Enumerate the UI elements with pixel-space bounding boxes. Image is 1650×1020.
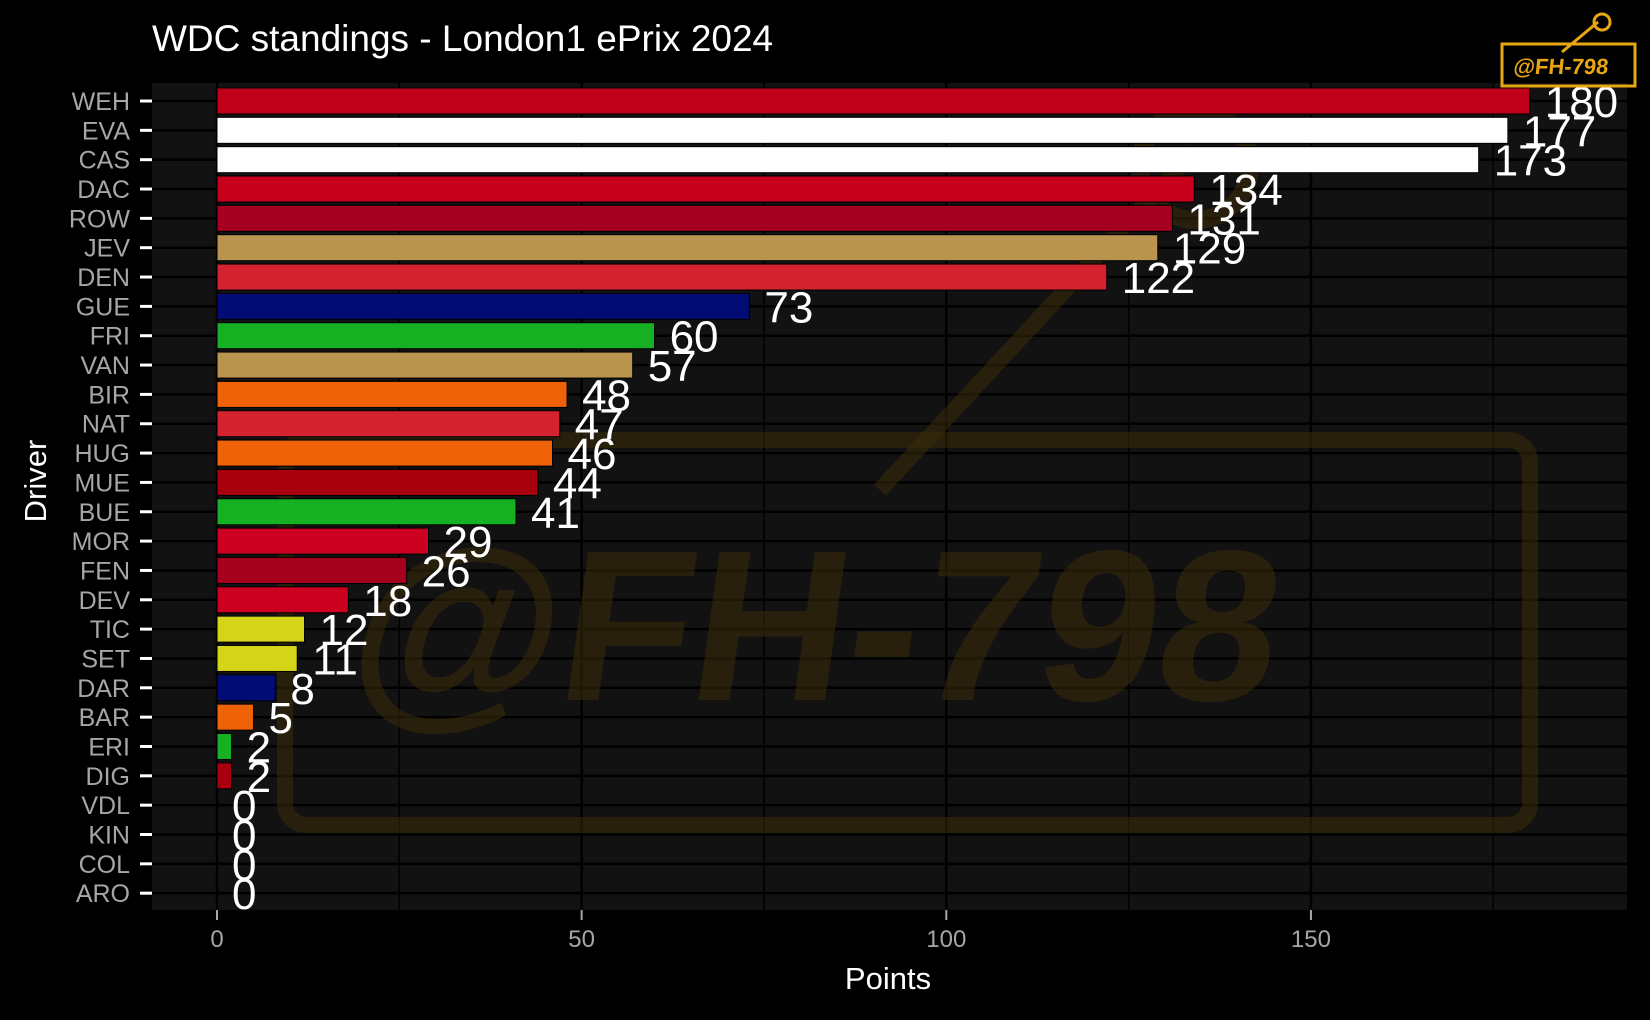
value-label-dar: 8	[290, 665, 314, 714]
value-label-den: 122	[1122, 254, 1195, 303]
x-tick-label: 50	[568, 926, 595, 953]
logo-text: @FH-798	[1512, 54, 1609, 79]
y-tick-label-bir: BIR	[88, 381, 130, 409]
bar-set	[216, 644, 298, 672]
y-tick-label-aro: ARO	[76, 880, 130, 908]
y-tick-label-dar: DAR	[77, 675, 130, 703]
value-label-mor: 29	[443, 518, 492, 567]
y-tick-label-bue: BUE	[79, 499, 130, 527]
bar-jev	[216, 234, 1159, 262]
value-label-dig: 2	[247, 753, 271, 802]
y-tick-label-jev: JEV	[84, 235, 130, 263]
y-tick-label-fen: FEN	[80, 557, 130, 585]
x-tick-label: 100	[926, 926, 966, 953]
x-tick-label: 150	[1291, 926, 1331, 953]
y-tick-label-vdl: VDL	[81, 792, 130, 820]
y-tick-label-tic: TIC	[90, 616, 130, 644]
bar-dev	[216, 586, 349, 614]
y-axis-title: Driver	[18, 440, 53, 523]
value-labels: 1801771731341311291227360574847464441292…	[232, 78, 1618, 919]
value-label-fri: 60	[670, 313, 719, 362]
value-label-jev: 129	[1173, 225, 1246, 274]
bar-fri	[216, 322, 656, 350]
bar-weh	[216, 87, 1531, 115]
y-tick-label-row: ROW	[69, 205, 131, 233]
logo-frame	[1500, 42, 1637, 88]
bar-dig	[216, 762, 233, 790]
value-label-eri: 2	[247, 723, 271, 772]
value-label-row: 131	[1187, 195, 1260, 244]
bar-den	[216, 263, 1108, 291]
y-tick-label-weh: WEH	[72, 88, 130, 116]
value-label-hug: 46	[567, 430, 616, 479]
logo-stroke	[1561, 20, 1599, 54]
y-tick-label-set: SET	[81, 645, 130, 673]
y-tick-label-dac: DAC	[77, 176, 130, 204]
y-tick-label-den: DEN	[77, 264, 130, 292]
watermark-text: @FH-798	[337, 505, 1297, 746]
value-label-set: 11	[312, 635, 358, 684]
bar-mor	[216, 527, 429, 555]
bar-cas	[216, 146, 1480, 174]
value-label-aro: 0	[232, 870, 256, 919]
y-tick-label-dig: DIG	[86, 763, 130, 791]
value-label-dev: 18	[363, 577, 412, 626]
y-tick-label-col: COL	[79, 851, 131, 879]
x-tick-label: 0	[210, 926, 223, 953]
logo-ring	[1592, 12, 1612, 32]
y-tick-label-eva: EVA	[82, 117, 130, 145]
chart-title: WDC standings - London1 ePrix 2024	[152, 18, 773, 59]
bar-bue	[216, 498, 517, 526]
x-axis-title: Points	[845, 961, 931, 996]
y-tick-label-kin: KIN	[88, 822, 130, 850]
value-label-eva: 177	[1523, 107, 1596, 156]
bar-bir	[216, 380, 568, 408]
y-tick-label-mor: MOR	[72, 528, 130, 556]
x-axis: 0 50 100 150	[210, 910, 1331, 953]
y-tick-label-nat: NAT	[82, 411, 130, 439]
value-label-fen: 26	[422, 547, 471, 596]
value-label-gue: 73	[764, 283, 813, 332]
value-label-dac: 134	[1209, 166, 1282, 215]
value-label-bir: 48	[582, 371, 631, 420]
bars	[216, 87, 1531, 790]
y-tick-label-dev: DEV	[79, 587, 131, 615]
value-label-cas: 173	[1494, 137, 1567, 186]
y-axis: WEHEVACASDACROWJEVDENGUEFRIVANBIRNATHUGM…	[69, 88, 152, 908]
value-label-vdl: 0	[232, 782, 256, 831]
y-tick-label-gue: GUE	[76, 293, 130, 321]
y-tick-label-van: VAN	[80, 352, 130, 380]
value-label-col: 0	[232, 841, 256, 890]
watermark-logo: @FH-798	[1500, 12, 1637, 88]
bar-mue	[216, 468, 539, 496]
bar-hug	[216, 439, 553, 467]
bar-dar	[216, 674, 276, 702]
y-tick-label-cas: CAS	[79, 147, 130, 175]
watermark-background: @FH-798	[277, 101, 1538, 833]
bar-nat	[216, 410, 561, 438]
bar-van	[216, 351, 634, 379]
y-tick-label-bar: BAR	[79, 704, 130, 732]
value-label-nat: 47	[575, 401, 624, 450]
value-label-bar: 5	[268, 694, 292, 743]
y-tick-label-eri: ERI	[88, 733, 130, 761]
y-tick-label-mue: MUE	[74, 469, 130, 497]
value-label-tic: 12	[320, 606, 369, 655]
bar-row	[216, 204, 1173, 232]
value-label-kin: 0	[232, 812, 256, 861]
bar-eri	[216, 732, 233, 760]
bar-bar	[216, 703, 254, 731]
bar-eva	[216, 116, 1509, 144]
y-tick-label-hug: HUG	[74, 440, 130, 468]
value-label-bue: 41	[531, 489, 580, 538]
bar-fen	[216, 556, 408, 584]
bar-dac	[216, 175, 1195, 203]
bar-tic	[216, 615, 306, 643]
bar-gue	[216, 292, 750, 320]
value-label-mue: 44	[553, 459, 602, 508]
value-label-van: 57	[648, 342, 697, 391]
y-tick-label-fri: FRI	[90, 323, 130, 351]
